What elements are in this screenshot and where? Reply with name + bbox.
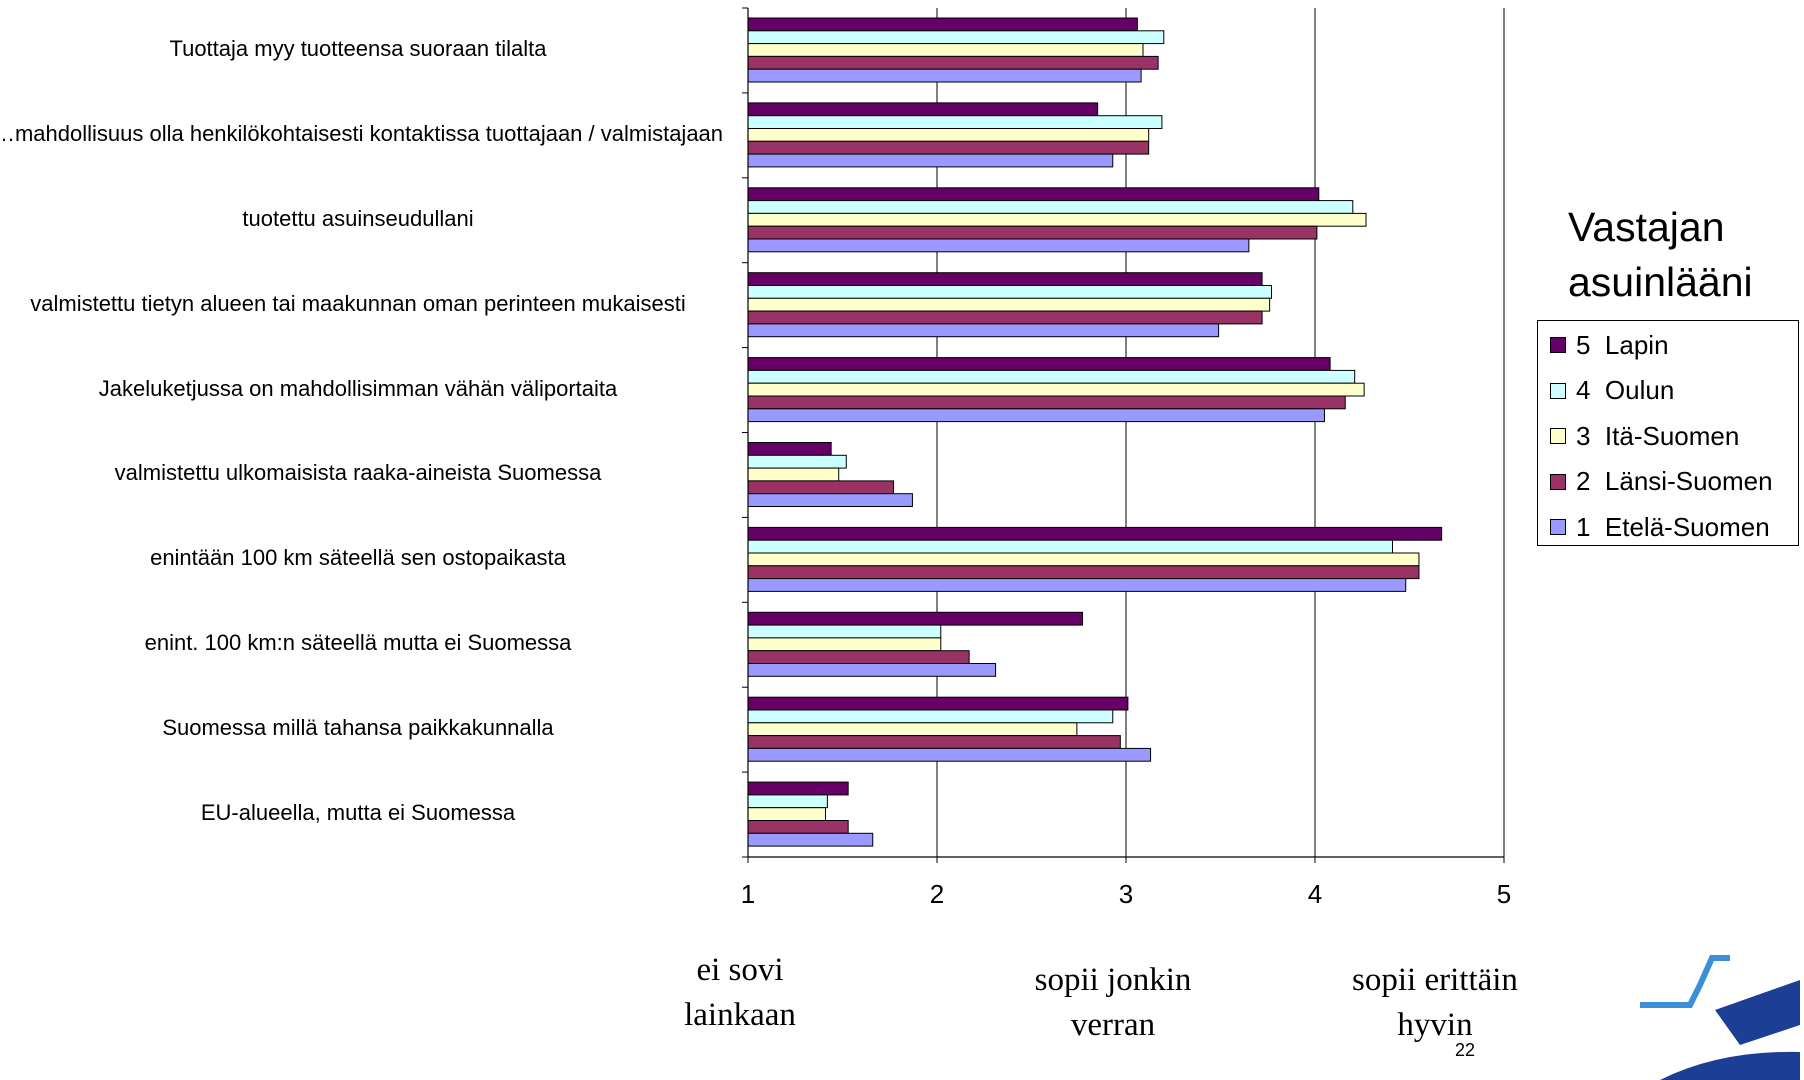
legend-label: 1 Etelä-Suomen — [1576, 511, 1770, 542]
logo-wave — [1640, 955, 1730, 1008]
bar-5-3 — [747, 238, 1250, 253]
bar-3-9 — [747, 722, 1078, 737]
bar-3-7 — [747, 552, 1420, 567]
bar-4-6 — [747, 480, 895, 495]
category-label: tuotettu asuinseudullani — [242, 205, 474, 231]
legend: 5 Lapin 4 Oulun 3 Itä-Suomen 2 Länsi-Suomen… — [1537, 320, 1799, 546]
legend-swatch — [1550, 519, 1566, 535]
bar-1-2 — [747, 102, 1099, 117]
bar-5-7 — [747, 578, 1407, 592]
legend-item: 4 Oulun — [1550, 373, 1674, 409]
bar-3-1 — [747, 43, 1144, 57]
category-label: …mahdollisuus olla henkilökohtaisesti ko… — [0, 120, 724, 146]
bar-3-4 — [747, 297, 1271, 312]
legend-item: 5 Lapin — [1550, 327, 1669, 363]
bar-5-5 — [747, 408, 1325, 423]
bar-5-10 — [747, 832, 874, 847]
bar-4-8 — [747, 650, 970, 665]
legend-swatch — [1550, 473, 1566, 490]
bar-1-8 — [747, 611, 1084, 626]
bar-4-10 — [747, 820, 849, 834]
logo — [1640, 955, 1800, 1080]
category-label: enintään 100 km säteellä sen ostopaikast… — [150, 545, 566, 571]
bar-3-2 — [747, 128, 1150, 142]
bar-5-1 — [747, 68, 1142, 83]
category-label: valmistettu tietyn alueen tai maakunnan … — [30, 290, 686, 316]
x-tick-label: 2 — [930, 879, 944, 909]
category-label: valmistettu ulkomaisista raaka-aineista … — [114, 460, 602, 486]
bar-3-8 — [747, 637, 942, 652]
bar-1-9 — [747, 696, 1129, 711]
scale-note: sopii jonkin verran — [1034, 962, 1192, 1043]
page-number: 22 — [1455, 1040, 1476, 1060]
legend-label: 2 Länsi-Suomen — [1576, 466, 1773, 496]
bar-4-5 — [747, 395, 1346, 410]
bar-2-1 — [747, 30, 1165, 45]
scale-note: ei sovi lainkaan — [684, 952, 796, 1033]
bar-1-7 — [747, 526, 1443, 541]
legend-title: Vastajan asuinlääni — [1568, 204, 1753, 305]
bar-2-2 — [747, 115, 1163, 129]
legend-item: 3 Itä-Suomen — [1550, 418, 1739, 454]
legend-item: 2 Länsi-Suomen — [1550, 464, 1773, 500]
bar-1-5 — [747, 357, 1331, 371]
bar-5-6 — [747, 493, 913, 508]
bar-2-7 — [747, 539, 1393, 554]
bar-5-9 — [747, 747, 1152, 762]
bar-4-1 — [747, 55, 1159, 70]
x-tick-label: 3 — [1119, 879, 1133, 909]
logo-swoosh — [1660, 1051, 1800, 1080]
bar-1-4 — [747, 272, 1263, 287]
bar-2-9 — [747, 709, 1114, 724]
bar-2-10 — [747, 794, 828, 809]
logo-mark — [1715, 980, 1800, 1045]
bar-5-2 — [747, 153, 1114, 168]
x-tick-label: 5 — [1497, 879, 1511, 909]
scale-note: sopii erittäin hyvin — [1352, 962, 1518, 1043]
legend-swatch — [1550, 382, 1566, 399]
bar-5-8 — [747, 663, 997, 677]
bar-2-8 — [747, 624, 942, 639]
category-label: Tuottaja myy tuotteensa suoraan tilalta — [169, 35, 547, 61]
legend-item: 1 Etelä-Suomen — [1550, 509, 1770, 545]
bar-1-6 — [747, 442, 832, 456]
category-label: Suomessa millä tahansa paikkakunnalla — [162, 715, 554, 741]
bar-4-3 — [747, 225, 1318, 240]
x-tick-label: 4 — [1308, 879, 1322, 909]
bar-4-2 — [747, 140, 1150, 155]
bar-3-10 — [747, 807, 826, 822]
bar-3-6 — [747, 467, 840, 482]
category-label: enint. 100 km:n säteellä mutta ei Suomes… — [144, 630, 572, 656]
legend-swatch — [1550, 337, 1566, 353]
legend-label: 4 Oulun — [1576, 375, 1675, 405]
bar-5-4 — [747, 323, 1220, 338]
bar-1-1 — [747, 17, 1138, 32]
bar-2-3 — [747, 200, 1354, 214]
x-tick-label: 1 — [741, 879, 755, 909]
bar-2-5 — [747, 369, 1356, 384]
legend-label: 3 Itä-Suomen — [1576, 420, 1740, 451]
legend-swatch — [1550, 428, 1566, 444]
legend-label: 5 Lapin — [1576, 329, 1669, 360]
bar-1-10 — [747, 781, 849, 796]
category-label: Jakeluketjussa on mahdollisimman vähän v… — [98, 375, 618, 401]
category-label: EU-alueella, mutta ei Suomessa — [200, 800, 516, 826]
bar-2-4 — [747, 285, 1273, 299]
bar-4-4 — [747, 310, 1263, 325]
bar-3-3 — [747, 212, 1367, 227]
bar-4-9 — [747, 735, 1121, 749]
bar-1-3 — [747, 187, 1320, 202]
bar-4-7 — [747, 565, 1420, 580]
bar-3-5 — [747, 382, 1365, 397]
bar-2-6 — [747, 454, 847, 469]
